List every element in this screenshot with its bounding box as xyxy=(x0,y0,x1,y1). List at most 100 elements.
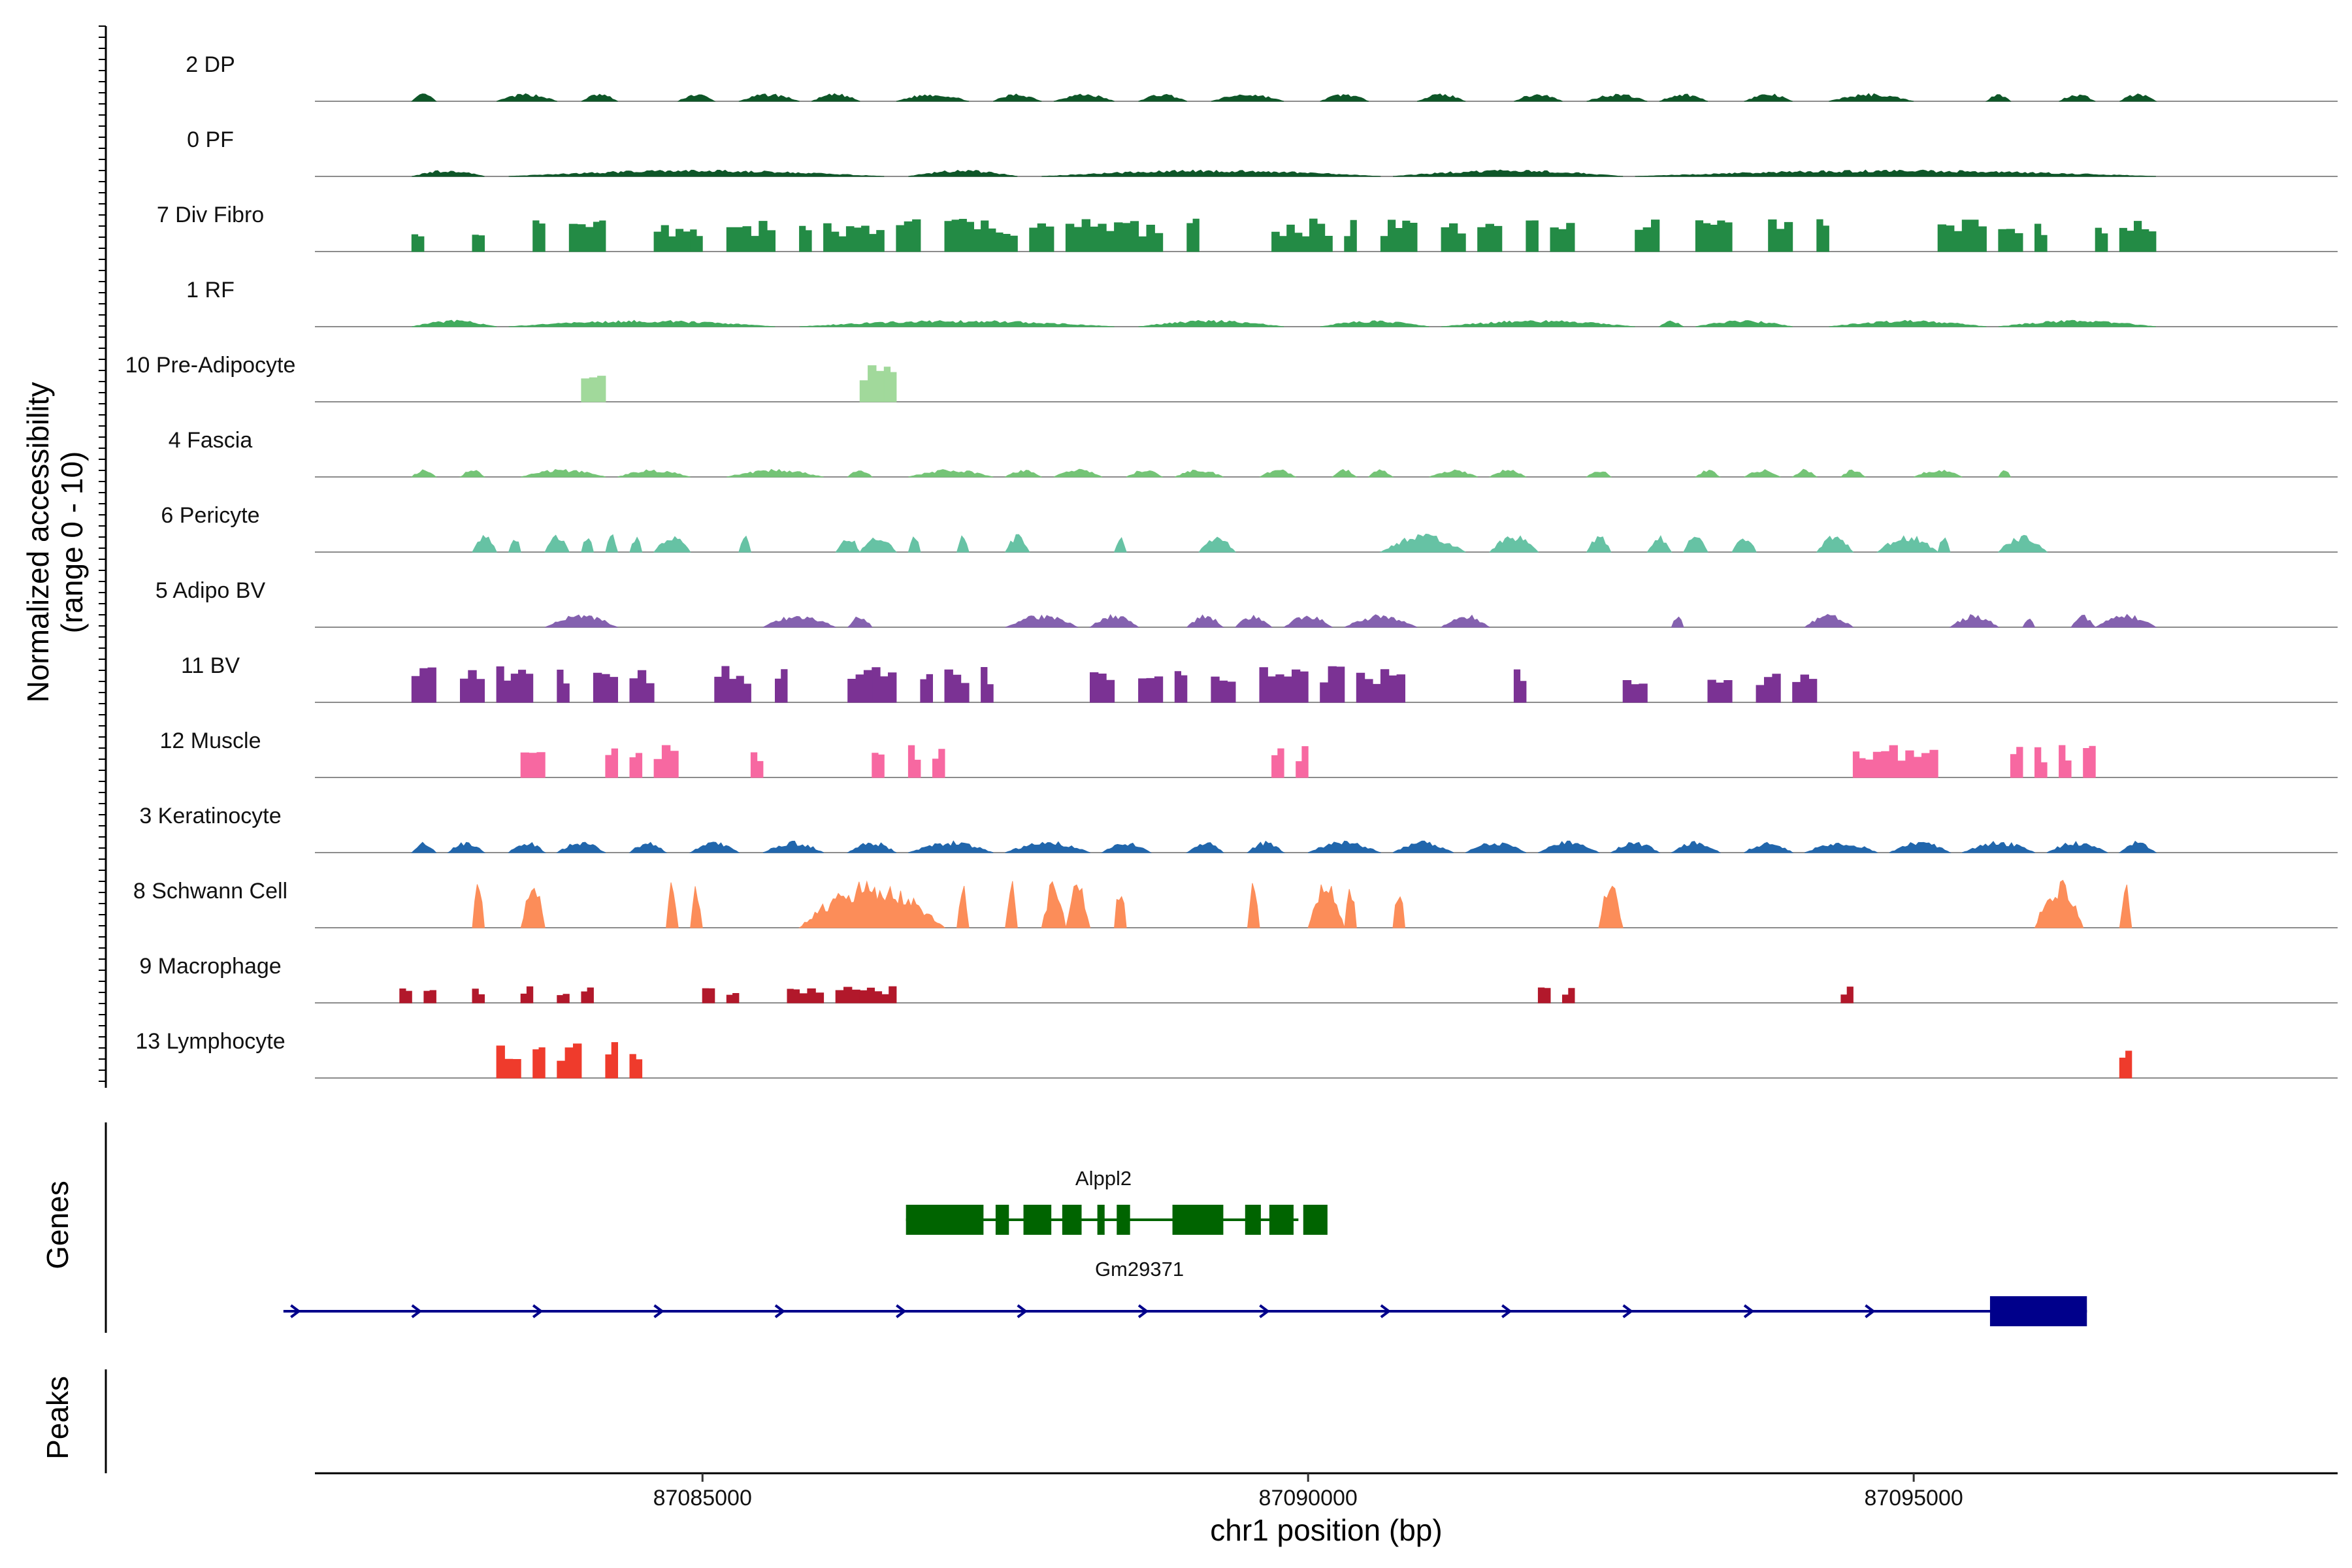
coverage-peak xyxy=(544,534,570,553)
coverage-peak xyxy=(762,840,824,853)
coverage-peak xyxy=(1513,669,1527,703)
strand-arrow xyxy=(653,1304,664,1318)
coverage-peak xyxy=(1937,537,1951,553)
coverage-peak xyxy=(2095,613,2157,628)
coverage-peak xyxy=(1138,319,1284,327)
coverage-peak xyxy=(1526,220,1539,252)
coverage-peak xyxy=(944,669,970,703)
coverage-peak xyxy=(1114,896,1127,928)
coverage-peak xyxy=(1598,885,1624,928)
coverage-peak xyxy=(2119,221,2157,252)
coverage-peak xyxy=(2022,618,2036,628)
gene-model: Alppl2 xyxy=(906,1167,1328,1235)
track: 11 BV xyxy=(181,653,2338,703)
coverage-peak xyxy=(1635,220,1660,252)
coverage-peak xyxy=(1586,93,1648,102)
track: 7 Div Fibro xyxy=(157,203,2338,252)
coverage-peak xyxy=(1380,220,1418,252)
coverage-peak xyxy=(738,93,800,102)
coverage-peak xyxy=(1296,746,1309,778)
coverage-peak xyxy=(629,670,655,703)
coverage-peak xyxy=(629,536,643,553)
track: 10 Pre-Adipocyte xyxy=(125,353,2338,402)
coverage-peak xyxy=(1441,223,1466,252)
coverage-peak xyxy=(1537,987,1551,1004)
gene-exon xyxy=(1303,1205,1328,1235)
coverage-peak xyxy=(981,220,1018,252)
coverage-peak xyxy=(520,752,546,778)
coverage-peak xyxy=(581,93,618,102)
coverage-peak xyxy=(1113,536,1127,553)
coverage-peak xyxy=(690,229,703,252)
coverage-peak xyxy=(1138,93,1187,102)
coverage-peak xyxy=(411,234,425,252)
track-label: 10 Pre-Adipocyte xyxy=(125,353,296,378)
coverage-peak xyxy=(1622,680,1648,703)
coverage-peak xyxy=(1477,223,1503,252)
coverage-peak xyxy=(1840,987,1854,1004)
coverage-peak xyxy=(1913,469,1963,478)
coverage-peak xyxy=(1805,842,1878,853)
coverage-peak xyxy=(956,535,970,553)
coverage-peak xyxy=(1829,93,1914,102)
strand-arrow xyxy=(532,1304,544,1318)
track: 3 Keratinocyte xyxy=(139,804,2338,853)
coverage-peak xyxy=(666,882,679,928)
coverage-peak xyxy=(677,94,716,102)
coverage-peak xyxy=(521,468,606,478)
coverage-peak xyxy=(798,880,946,928)
strand-arrow xyxy=(1501,1304,1512,1318)
coverage-peak xyxy=(1744,469,1781,478)
coverage-peak xyxy=(1029,223,1054,252)
coverage-peak xyxy=(1562,988,1575,1004)
coverage-peak xyxy=(1440,614,1490,628)
coverage-peak xyxy=(1308,840,1381,853)
coverage-peak xyxy=(896,219,921,252)
strand-arrow xyxy=(1380,1304,1392,1318)
coverage-peak xyxy=(1865,745,1938,778)
coverage-peak xyxy=(689,841,740,853)
coverage-peak xyxy=(859,986,897,1004)
track-label: 1 RF xyxy=(186,278,235,302)
coverage-peak xyxy=(472,988,485,1004)
coverage-peak xyxy=(1186,614,1225,628)
y-axis-label-line2: (range 0 - 10) xyxy=(55,451,89,634)
coverage-peak xyxy=(1683,536,1708,553)
coverage-peak xyxy=(1004,534,1030,553)
coverage-peak xyxy=(1489,535,1539,553)
coverage-peak xyxy=(593,220,606,252)
strand-arrow xyxy=(1137,1304,1149,1318)
coverage-peak xyxy=(581,987,594,1004)
gene-exon xyxy=(1269,1205,1294,1235)
coverage-peak xyxy=(496,1045,521,1079)
coverage-peak xyxy=(1065,219,1164,252)
coverage-peak xyxy=(1041,169,1381,177)
coverage-peak xyxy=(557,670,570,703)
gene-exon xyxy=(1023,1205,1052,1235)
coverage-peak xyxy=(1247,840,1285,853)
coverage-peak xyxy=(557,994,570,1004)
coverage-peak xyxy=(2119,1051,2132,1079)
coverage-peak xyxy=(1997,534,2048,553)
coverage-peak xyxy=(908,840,994,853)
coverage-peak xyxy=(1707,679,1733,703)
coverage-peak xyxy=(1186,218,1200,252)
coverage-peak xyxy=(472,884,485,928)
coverage-peak xyxy=(629,1054,643,1079)
coverage-peak xyxy=(447,841,486,853)
coverage-peak xyxy=(581,376,606,402)
gene-exon xyxy=(906,1205,984,1235)
coverage-peak xyxy=(847,470,874,478)
coverage-peak xyxy=(1550,223,1575,252)
coverage-peak xyxy=(411,469,437,478)
coverage-peak xyxy=(1998,319,2156,327)
coverage-peak xyxy=(411,667,436,703)
coverage-peak xyxy=(412,170,485,177)
coverage-peak xyxy=(2034,879,2084,928)
coverage-peak xyxy=(508,540,521,553)
coverage-peak xyxy=(1998,470,2012,478)
coverage-peak xyxy=(1271,748,1284,778)
coverage-peak xyxy=(2034,747,2048,778)
coverage-peak xyxy=(835,540,861,553)
